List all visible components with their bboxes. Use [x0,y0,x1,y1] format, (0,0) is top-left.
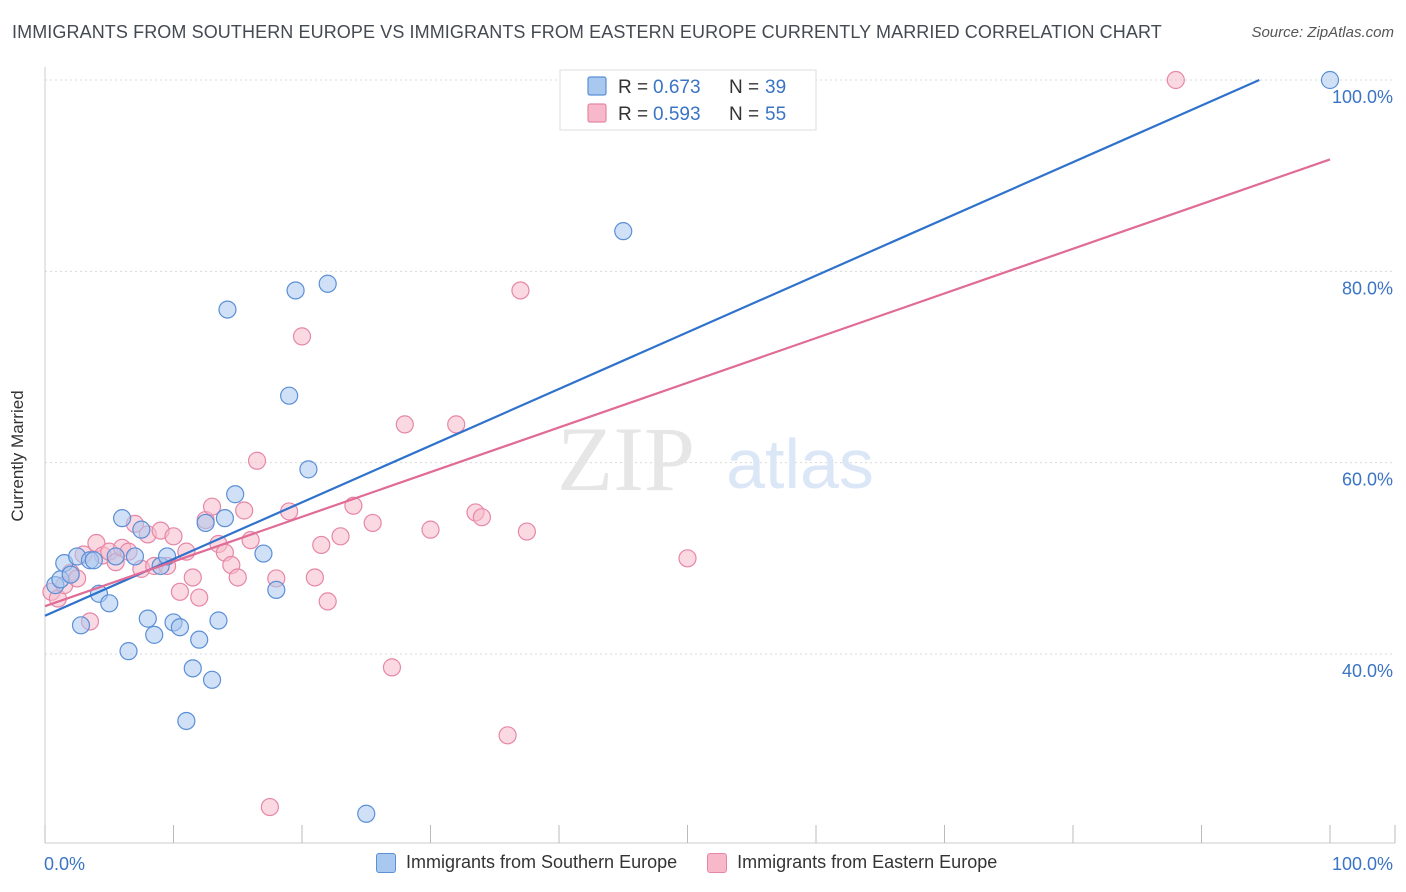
legend-r-value: 0.673 [653,77,701,98]
data-point [218,300,237,319]
data-point [247,451,267,470]
data-point [1320,70,1340,90]
data-point [164,527,183,546]
data-point [421,520,440,539]
legend-item-eastern-europe[interactable]: Immigrants from Eastern Europe [707,852,997,873]
data-point [209,611,228,630]
data-point [363,513,382,533]
data-point [1166,70,1185,90]
axes [44,67,1396,844]
y-tick-label: 40.0% [1342,661,1393,681]
y-tick-label: 80.0% [1342,278,1393,298]
x-tick-label: 0.0% [44,854,85,874]
legend-stats: R = 0.673 N = 39 R = 0.593 N = 55 [559,69,817,131]
data-point [511,281,530,300]
legend-bottom: Immigrants from Southern Europe Immigran… [376,852,1027,873]
data-point [235,501,254,520]
data-point [183,659,202,678]
data-point [100,594,119,613]
data-point [170,618,190,637]
data-point [472,508,491,527]
legend-r-value: 0.593 [653,104,701,125]
data-point [678,549,697,568]
data-point [299,460,318,479]
data-point [318,592,337,611]
legend-label-eastern-europe: Immigrants from Eastern Europe [737,852,998,872]
tick-labels: 40.0% 60.0% 80.0% 100.0% 0.0% 100.0% [44,87,1393,874]
legend-n-label: N = [729,77,759,98]
data-point [254,544,273,563]
data-point [84,551,103,570]
legend-r-label: R = [618,77,648,98]
data-point [202,670,222,689]
data-point [190,630,209,649]
y-axis-label: Currently Married [8,390,27,522]
data-point [260,797,279,817]
data-point [106,547,125,566]
data-point [357,804,376,823]
data-point [228,568,247,587]
legend-swatch-southern [587,76,607,96]
data-point [215,509,234,528]
watermark-atlas: atlas [726,425,874,503]
trend-line-southern-europe [44,78,1260,617]
data-point [312,535,331,555]
y-tick-label: 60.0% [1342,470,1393,490]
data-point [447,415,466,434]
data-point [61,565,80,584]
data-point [267,580,286,600]
data-point [286,281,305,300]
data-point [280,386,299,405]
chart-title: IMMIGRANTS FROM SOUTHERN EUROPE VS IMMIG… [12,22,1162,42]
trend-lines [44,78,1331,617]
y-tick-label: 100.0% [1332,87,1393,107]
data-point [132,520,151,539]
data-point [614,222,633,241]
data-point [331,527,350,546]
data-point [498,726,517,745]
legend-r-label: R = [618,104,648,125]
data-point [71,616,91,635]
data-point [177,711,196,731]
legend-n-value: 55 [765,104,786,125]
legend-n-label: N = [729,104,759,125]
x-tick-label: 100.0% [1332,854,1393,874]
data-point [125,547,145,566]
data-point [145,625,164,644]
legend-n-value: 39 [765,77,786,98]
series-southern-europe [46,70,1340,823]
data-point [183,568,202,587]
legend-swatch-blue [376,852,396,873]
data-point [170,582,190,601]
data-point [395,415,414,434]
data-point [318,274,337,293]
data-point [119,642,138,661]
data-point [112,509,132,528]
data-point [226,485,245,504]
legend-item-southern-europe[interactable]: Immigrants from Southern Europe [376,852,677,873]
grid-lines [45,79,1395,655]
legend-label-southern-europe: Immigrants from Southern Europe [406,852,678,872]
data-point [138,609,157,628]
trend-line-eastern-europe [44,158,1331,608]
watermark: ZIP atlas [557,408,874,510]
data-point [517,522,536,541]
legend-swatch-eastern [587,103,607,123]
source-label: Source: ZipAtlas.com [1251,24,1394,41]
data-point [202,497,222,516]
data-point [196,513,215,533]
legend-swatch-pink [707,852,728,873]
watermark-zip: ZIP [557,408,695,510]
data-point [305,568,324,587]
data-point [292,327,312,346]
data-point [190,588,209,607]
data-point [382,658,402,677]
